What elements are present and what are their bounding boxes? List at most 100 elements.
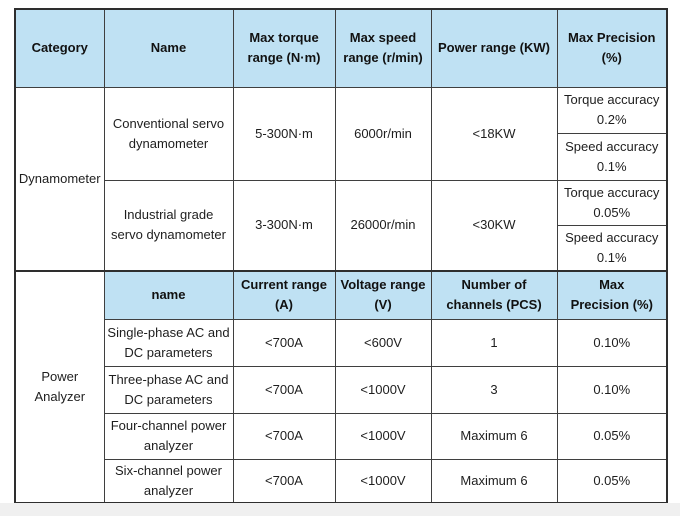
subheader-cell-voltage-range: Voltage range (V)	[334, 270, 432, 320]
value-torque-conventional: 5-300N·m	[255, 125, 313, 141]
header-label-power: Power range (KW)	[438, 40, 550, 56]
header-label-torque-line1: Max torque	[249, 30, 319, 46]
cell-name-six-channel: Six-channel power analyzer	[103, 458, 234, 503]
cell-torque-accuracy-industrial: Torque accuracy 0.05%	[556, 179, 668, 226]
cell-category-dynamometer: Dynamometer	[14, 86, 105, 272]
cell-precision-six-channel: 0.05%	[556, 458, 668, 503]
value-precision: 0.05%	[593, 472, 631, 488]
cell-torque-conventional: 5-300N·m	[232, 86, 336, 181]
value-channels: Maximum 6	[460, 428, 528, 443]
cell-current-four-channel: <700A	[232, 412, 336, 460]
value-current: <700A	[265, 334, 303, 350]
header-label-category: Category	[31, 40, 88, 56]
name-label-conventional: Conventional servo dynamometer	[112, 115, 225, 151]
value-power-conventional: <18KW	[472, 125, 516, 141]
cell-name-single-phase: Single-phase AC and DC parameters	[103, 318, 234, 367]
cell-torque-accuracy-conventional: Torque accuracy 0.2%	[556, 86, 668, 134]
row-single-phase: Single-phase AC and DC parameters <700A …	[15, 318, 668, 367]
value-speed-industrial: 26000r/min	[350, 217, 416, 233]
value-voltage: <1000V	[360, 472, 406, 488]
subheader-cell-max-precision: Max Precision (%)	[556, 270, 668, 320]
header-cell-power-range: Power range (KW)	[430, 8, 558, 88]
subheader-cell-current-range: Current range (A)	[232, 270, 336, 320]
precision-label: Torque accuracy	[564, 184, 660, 200]
cell-speed-accuracy-industrial: Speed accuracy 0.1%	[556, 224, 668, 272]
value-power-industrial: <30KW	[472, 217, 516, 233]
value-channels: 1	[490, 334, 498, 350]
cell-channels-three-phase: 3	[430, 365, 558, 414]
cell-channels-four-channel: Maximum 6	[430, 412, 558, 460]
cell-speed-industrial: 26000r/min	[334, 179, 432, 272]
subheader-label-precision-line1: Max	[599, 277, 625, 293]
header-label-name: Name	[150, 40, 187, 56]
cell-name-industrial: Industrial grade servo dynamometer	[103, 179, 234, 272]
subheader-label-current-line1: Current range	[241, 277, 327, 293]
subheader-label-precision-line2: Precision (%)	[570, 297, 653, 313]
header-label-precision-line2: (%)	[601, 50, 622, 66]
value-channels: 3	[490, 381, 498, 397]
row-three-phase: Three-phase AC and DC parameters <700A <…	[15, 365, 668, 414]
value-speed-conventional: 6000r/min	[354, 125, 412, 141]
value-torque-industrial: 3-300N·m	[255, 217, 313, 233]
name-label-single-phase: Single-phase AC and DC parameters	[107, 324, 230, 360]
cell-speed-conventional: 6000r/min	[334, 86, 432, 181]
cell-power-conventional: <18KW	[430, 86, 558, 181]
precision-value: 0.1%	[596, 249, 627, 265]
cell-speed-accuracy-conventional: Speed accuracy 0.1%	[556, 132, 668, 181]
precision-label: Torque accuracy	[564, 92, 660, 107]
cell-channels-six-channel: Maximum 6	[430, 458, 558, 503]
value-voltage: <600V	[364, 334, 402, 350]
value-current: <700A	[265, 472, 303, 488]
cell-current-three-phase: <700A	[232, 365, 336, 414]
category-label-power-analyzer: Power Analyzer	[34, 368, 86, 404]
precision-label: Speed accuracy	[565, 229, 659, 245]
main-header-row: Category Name Max torque range (N·m) Max…	[14, 8, 668, 88]
precision-value: 0.2%	[596, 112, 627, 127]
row-industrial-dynamometer: Industrial grade servo dynamometer 3-300…	[15, 179, 668, 272]
spec-table: Category Name Max torque range (N·m) Max…	[14, 8, 668, 504]
precision-label: Speed accuracy	[565, 138, 659, 154]
name-label-industrial: Industrial grade servo dynamometer	[111, 207, 226, 243]
name-label-six-channel: Six-channel power analyzer	[115, 462, 222, 498]
subheader-label-voltage-line2: (V)	[374, 297, 392, 313]
cell-voltage-three-phase: <1000V	[334, 365, 432, 414]
cell-voltage-six-channel: <1000V	[334, 458, 432, 503]
cell-category-power-analyzer: Power Analyzer	[14, 270, 105, 503]
cell-name-conventional: Conventional servo dynamometer	[103, 86, 234, 181]
header-label-precision-line1: Max Precision	[568, 30, 656, 46]
value-voltage: <1000V	[360, 381, 406, 397]
value-channels: Maximum 6	[460, 472, 528, 488]
subheader-label-channels-line2: channels (PCS)	[446, 297, 542, 313]
row-four-channel: Four-channel power analyzer <700A <1000V…	[15, 412, 668, 460]
subheader-cell-channels: Number of channels (PCS)	[430, 270, 558, 320]
cell-precision-four-channel: 0.05%	[556, 412, 668, 460]
row-conventional-speed-accuracy: Speed accuracy 0.1%	[15, 132, 668, 181]
cell-voltage-single-phase: <600V	[334, 318, 432, 367]
header-label-speed-line2: range (r/min)	[343, 50, 423, 66]
subheader-label-current-line2: (A)	[274, 297, 294, 313]
value-precision: 0.10%	[593, 334, 631, 350]
cell-precision-single-phase: 0.10%	[556, 318, 668, 367]
bottom-strip	[0, 503, 680, 516]
name-label-four-channel: Four-channel power analyzer	[110, 418, 227, 453]
cell-current-single-phase: <700A	[232, 318, 336, 367]
header-label-torque-line2: range (N·m)	[247, 50, 321, 66]
category-label-dynamometer: Dynamometer	[18, 170, 101, 186]
header-cell-speed-range: Max speed range (r/min)	[334, 8, 432, 88]
cell-voltage-four-channel: <1000V	[334, 412, 432, 460]
header-cell-torque-range: Max torque range (N·m)	[232, 8, 336, 88]
cell-torque-industrial: 3-300N·m	[232, 179, 336, 272]
precision-value: 0.1%	[596, 158, 627, 174]
cell-name-four-channel: Four-channel power analyzer	[103, 412, 234, 460]
cell-power-industrial: <30KW	[430, 179, 558, 272]
header-cell-category: Category	[14, 8, 105, 88]
cell-current-six-channel: <700A	[232, 458, 336, 503]
row-industrial-speed-accuracy: Speed accuracy 0.1%	[15, 224, 668, 272]
name-label-three-phase: Three-phase AC and DC parameters	[108, 371, 229, 407]
subheader-label-name: name	[151, 287, 186, 303]
subheader-label-voltage-line1: Voltage range	[340, 277, 426, 293]
value-current: <700A	[265, 428, 303, 443]
header-cell-max-precision: Max Precision (%)	[556, 8, 668, 88]
cell-name-three-phase: Three-phase AC and DC parameters	[103, 365, 234, 414]
